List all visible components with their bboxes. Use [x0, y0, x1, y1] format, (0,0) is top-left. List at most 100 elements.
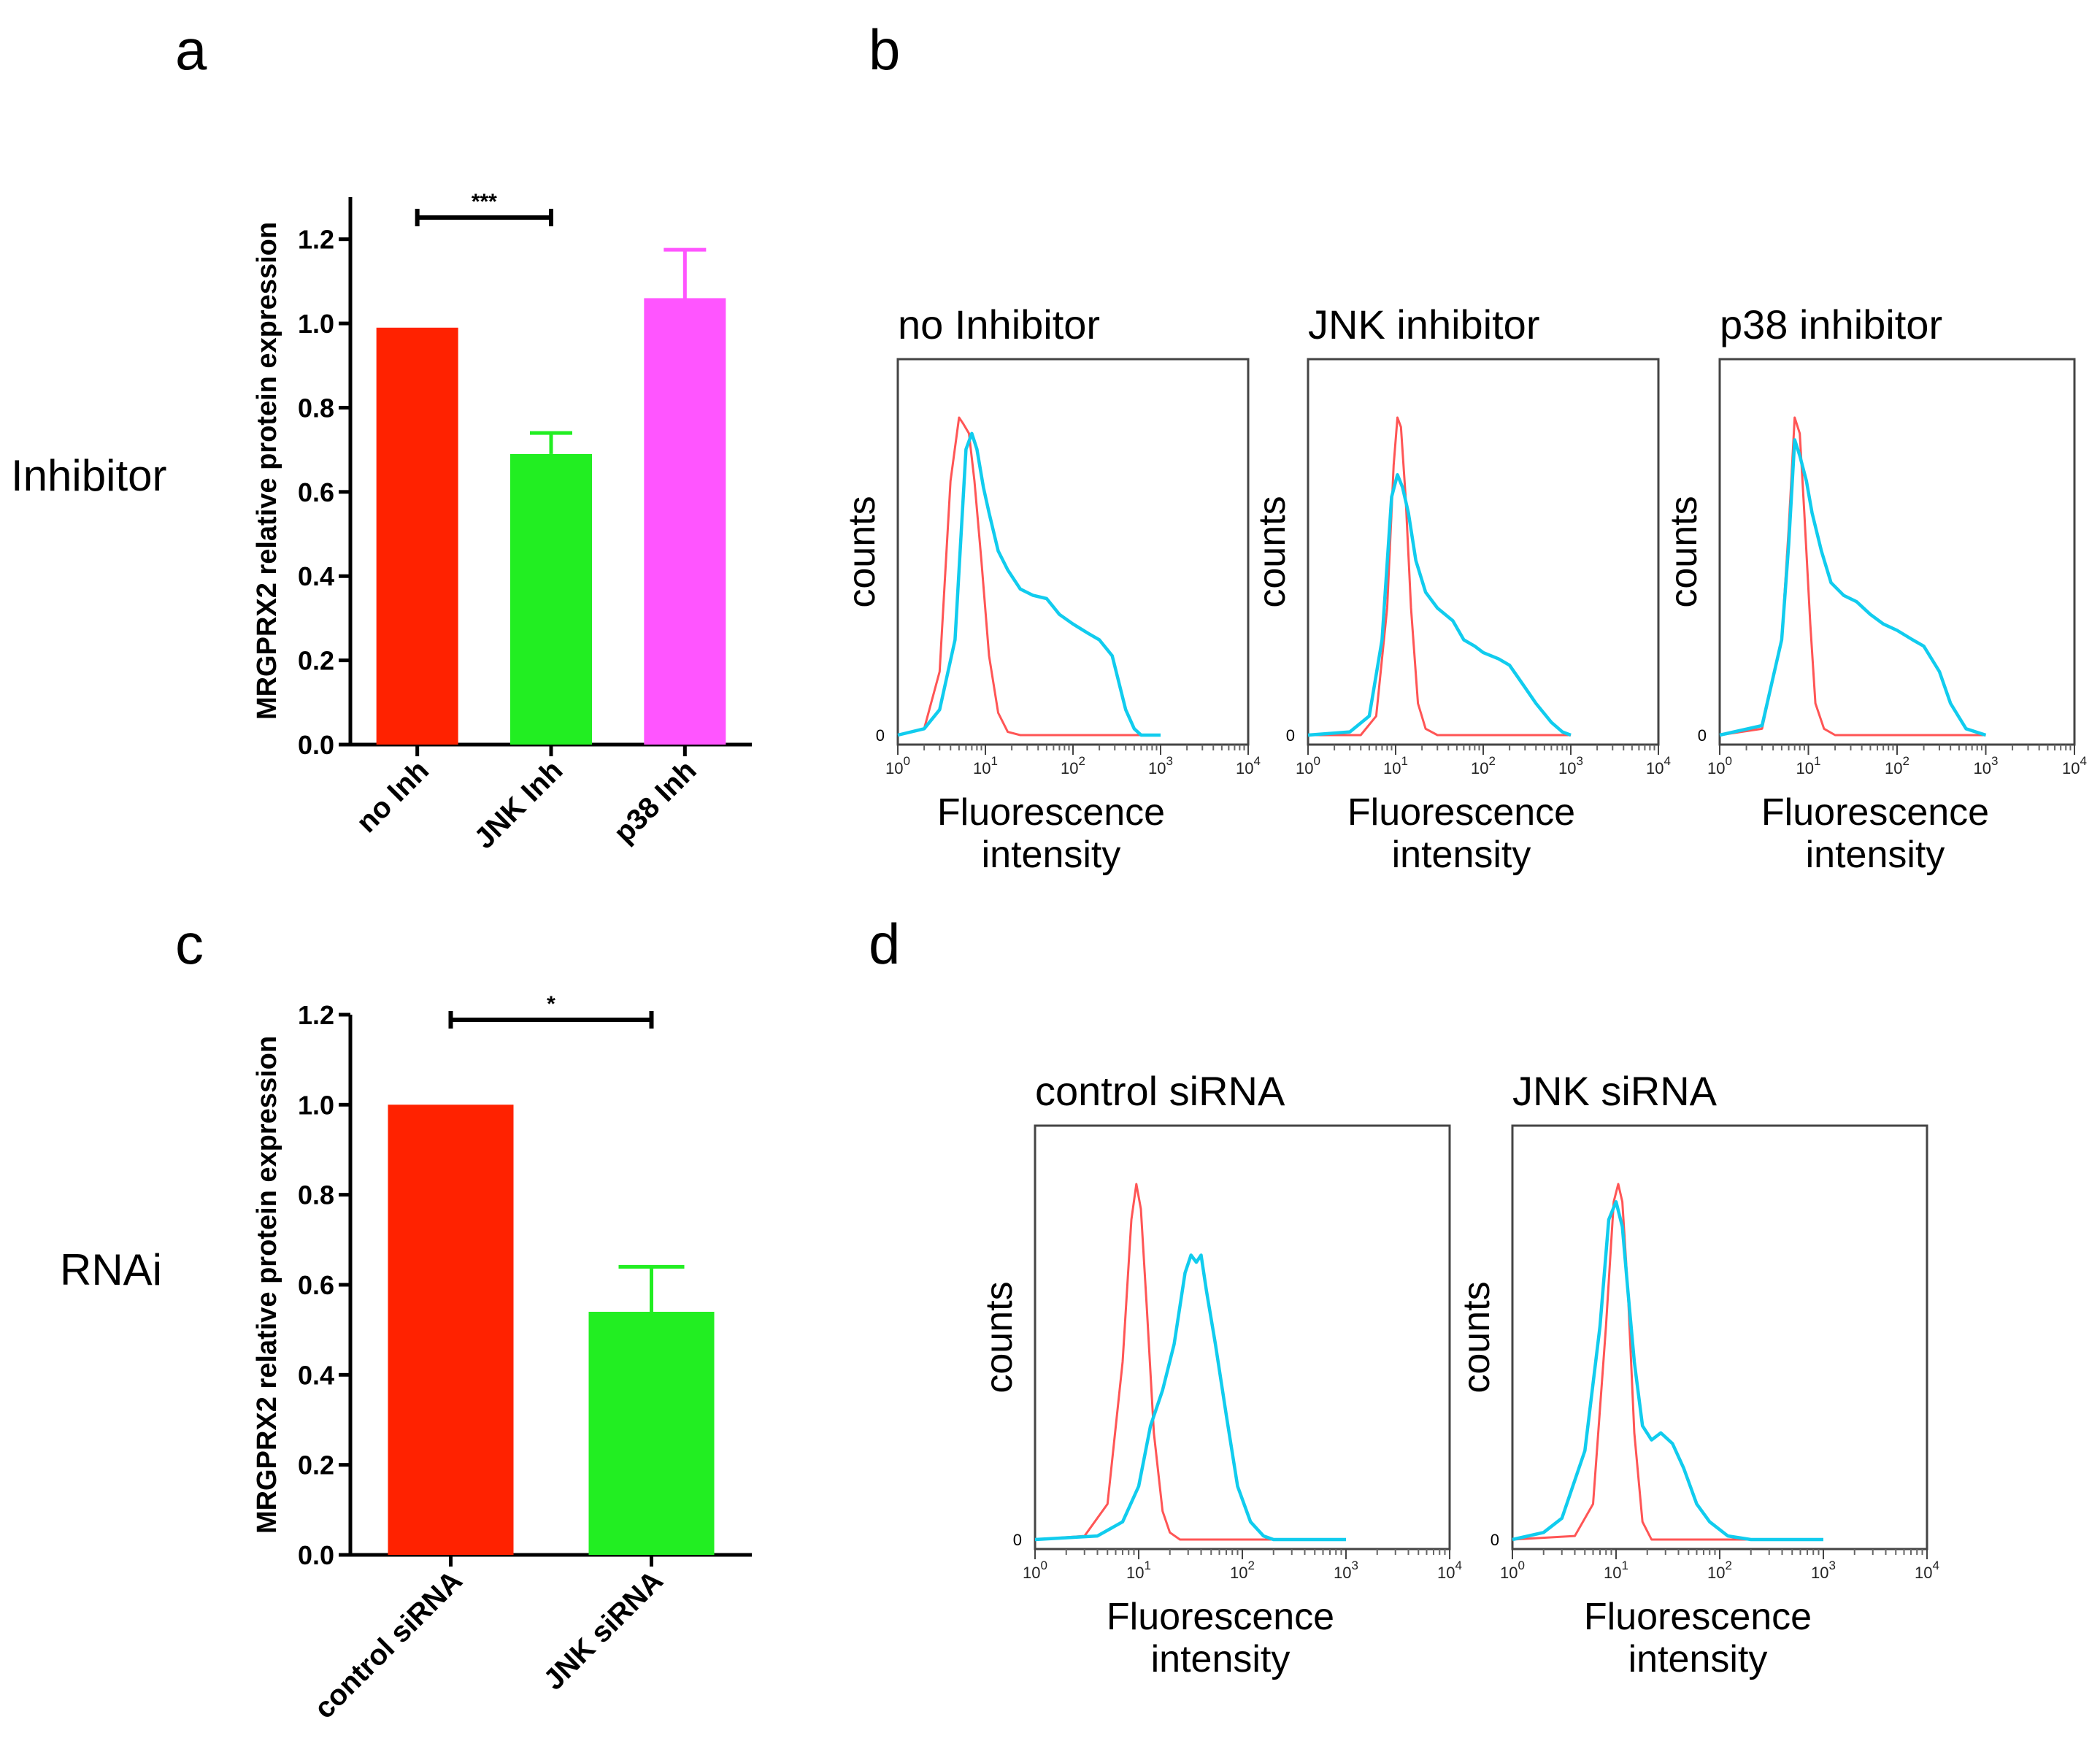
y-tick-label: 1.2 [298, 225, 334, 255]
x-tick-base: 10 [1296, 759, 1313, 777]
x-tick-base: 10 [1437, 1564, 1455, 1582]
x-tick-exponent: 0 [1314, 754, 1320, 768]
x-tick-exponent: 3 [1829, 1559, 1836, 1572]
panel-letter-b: b [869, 18, 900, 82]
x-tick-exponent: 3 [1166, 754, 1173, 768]
y-axis-label: MRGPRX2 relative protein expression [252, 222, 282, 720]
x-tick-label: 101 [1796, 754, 1821, 777]
x-tick-label: 103 [1974, 754, 1999, 777]
plot-frame [1034, 1124, 1451, 1550]
x-tick-label: JNK Inh [468, 754, 569, 855]
x-tick-label: no Inh [350, 754, 435, 839]
bar [644, 298, 726, 745]
x-tick-label: 102 [1885, 754, 1909, 777]
x-tick-base: 10 [1558, 759, 1576, 777]
panel-letter-c: c [175, 912, 204, 976]
x-tick-label: 101 [973, 754, 998, 777]
x-tick-exponent: 3 [1577, 754, 1583, 768]
plot-title: no Inhibitor [898, 301, 1100, 347]
plot-frame [1718, 358, 2076, 746]
y-tick-label: 0.2 [298, 1450, 334, 1480]
x-tick-label: JNK siRNA [537, 1564, 669, 1696]
x-tick-base: 10 [1974, 759, 1991, 777]
x-tick-base: 10 [1796, 759, 1814, 777]
x-tick-exponent: 2 [1248, 1559, 1255, 1572]
x-tick-exponent: 4 [1455, 1559, 1462, 1572]
x-axis-label-line: Fluorescence [937, 791, 1165, 834]
y-axis-label: counts [1251, 496, 1293, 607]
panel-letter-d: d [869, 912, 900, 976]
x-tick-label: p38 Inh [608, 754, 703, 849]
histogram-series-control [1512, 1183, 1823, 1541]
x-tick-label: 104 [1646, 754, 1671, 777]
y-zero-label: 0 [1491, 1531, 1499, 1549]
bar [588, 1312, 715, 1555]
x-tick-exponent: 4 [1664, 754, 1671, 768]
x-tick-exponent: 4 [1254, 754, 1261, 768]
x-tick-base: 10 [1885, 759, 1902, 777]
significance-label: * [547, 992, 555, 1016]
y-tick-label: 0.8 [298, 393, 334, 423]
y-zero-label: 0 [1286, 726, 1295, 745]
x-tick-base: 10 [1383, 759, 1401, 777]
x-tick-label: 104 [1236, 754, 1261, 777]
x-axis-label-line: Fluorescence [1584, 1596, 1812, 1638]
histogram-series-stained [1307, 473, 1572, 737]
x-tick-exponent: 4 [1933, 1559, 1939, 1572]
x-tick-label: 101 [1126, 1559, 1151, 1582]
x-tick-label: 100 [1707, 754, 1732, 777]
histogram-series-control [1308, 416, 1571, 737]
x-tick-base: 10 [1811, 1564, 1828, 1582]
y-tick-label: 0.0 [298, 1540, 334, 1570]
x-axis-label-line: intensity [1151, 1638, 1291, 1680]
y-tick-label: 0.4 [298, 561, 334, 591]
x-tick-base: 10 [1915, 1564, 1932, 1582]
plot-title: p38 inhibitor [1720, 301, 1942, 347]
x-axis-label: Fluorescence intensity [1761, 791, 1989, 876]
x-tick-base: 10 [1148, 759, 1166, 777]
plot-title: JNK inhibitor [1308, 301, 1539, 347]
histogram-series-control [897, 416, 1161, 737]
x-tick-exponent: 0 [904, 754, 910, 768]
x-axis-label-line: intensity [1806, 834, 1945, 876]
y-tick-label: 0.4 [298, 1360, 334, 1390]
x-axis-label: Fluorescence intensity [1347, 791, 1575, 876]
y-axis-label: counts [1455, 1281, 1498, 1393]
x-tick-base: 10 [1707, 759, 1725, 777]
x-tick-label: 104 [2062, 754, 2087, 777]
significance-label: *** [472, 190, 497, 214]
x-tick-label: 102 [1061, 754, 1085, 777]
y-tick-label: 1.0 [298, 1090, 334, 1120]
x-axis-label: Fluorescence intensity [1107, 1596, 1334, 1680]
bar [388, 1104, 514, 1555]
x-tick-exponent: 1 [1622, 1559, 1628, 1572]
x-tick-label: 103 [1148, 754, 1173, 777]
y-tick-label: 0.8 [298, 1180, 334, 1210]
plot-title: JNK siRNA [1512, 1068, 1718, 1114]
bar-chart-c: 0.0 0.2 0.4 0.6 0.8 1.0 1.2 MRGPRX2 relative pr… [252, 992, 752, 1725]
y-axis-label: counts [1663, 496, 1705, 607]
x-axis-label: Fluorescence intensity [937, 791, 1165, 876]
x-tick-base: 10 [973, 759, 991, 777]
row-label-inhibitor: Inhibitor [11, 451, 166, 500]
x-tick-base: 10 [1236, 759, 1253, 777]
x-tick-exponent: 0 [1726, 754, 1732, 768]
x-axis-label-line: Fluorescence [1107, 1596, 1334, 1638]
y-axis-label: MRGPRX2 relative protein expression [252, 1036, 282, 1534]
x-tick-exponent: 2 [1079, 754, 1085, 768]
x-tick-exponent: 0 [1518, 1559, 1525, 1572]
x-tick-base: 10 [885, 759, 903, 777]
y-zero-label: 0 [1013, 1531, 1022, 1549]
row-label-rnai: RNAi [60, 1245, 162, 1294]
histogram-series-control [1034, 1183, 1346, 1541]
x-axis-label-line: intensity [1392, 834, 1531, 876]
bar [376, 327, 458, 745]
x-tick-base: 10 [2062, 759, 2080, 777]
y-axis-label: counts [978, 1281, 1020, 1393]
x-tick-base: 10 [1604, 1564, 1621, 1582]
x-axis-label-line: intensity [982, 834, 1121, 876]
histogram-series-stained [1034, 1253, 1346, 1542]
x-tick-base: 10 [1500, 1564, 1518, 1582]
x-axis-label: Fluorescence intensity [1584, 1596, 1812, 1680]
